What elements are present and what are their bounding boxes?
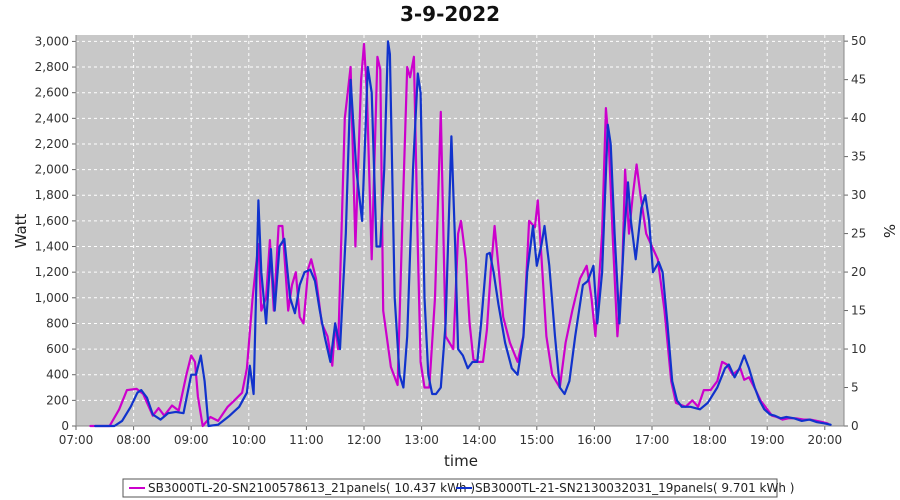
y-tick-label: 2,400	[35, 111, 69, 125]
series-lines	[89, 40, 832, 428]
y2-tick-label: 5	[851, 381, 859, 395]
x-tick-label: 09:00	[174, 433, 209, 447]
y2-tick-label: 40	[851, 111, 866, 125]
y-tick-label: 400	[46, 368, 69, 382]
legend-box	[122, 478, 778, 498]
x-tick-label: 11:00	[289, 433, 324, 447]
y2-tick-label: 35	[851, 150, 866, 164]
y-tick-label: 2,200	[35, 137, 69, 151]
series-line-2	[94, 40, 832, 428]
y-tick-label: 1,200	[35, 265, 69, 279]
x-tick-label: 20:00	[808, 433, 843, 447]
plot-area	[76, 35, 844, 426]
legend: SB3000TL-20-SN2100578613_21panels( 10.43…	[122, 478, 794, 498]
y-tick-label: 2,600	[35, 86, 69, 100]
y2-tick-label: 45	[851, 73, 866, 87]
chart-title: 3-9-2022	[400, 2, 500, 26]
x-tick-label: 16:00	[577, 433, 612, 447]
x-tick-label: 19:00	[750, 433, 785, 447]
y-tick-label: 200	[46, 393, 69, 407]
y-tick-label: 1,800	[35, 188, 69, 202]
y-tick-label: 3,000	[35, 34, 69, 48]
y-tick-label: 0	[61, 419, 69, 433]
y-tick-label: 800	[46, 316, 69, 330]
y2-tick-label: 25	[851, 227, 866, 241]
x-axis-title: time	[444, 452, 478, 470]
legend-label-series-1: SB3000TL-20-SN2100578613_21panels( 10.43…	[148, 481, 475, 495]
x-tick-label: 18:00	[692, 433, 727, 447]
x-tick-label: 12:00	[347, 433, 382, 447]
y-tick-label: 2,000	[35, 163, 69, 177]
x-tick-label: 07:00	[59, 433, 94, 447]
y2-axis-title: %	[880, 224, 898, 238]
x-tick-label: 15:00	[520, 433, 555, 447]
x-tick-label: 08:00	[116, 433, 151, 447]
legend-label-series-2: SB3000TL-21-SN2130032031_19panels( 9.701…	[475, 481, 794, 495]
y-tick-label: 600	[46, 342, 69, 356]
y2-tick-label: 20	[851, 265, 866, 279]
x-tick-label: 10:00	[232, 433, 267, 447]
y2-tick-label: 50	[851, 34, 866, 48]
x-tick-label: 17:00	[635, 433, 670, 447]
y2-tick-label: 15	[851, 304, 866, 318]
y2-tick-label: 30	[851, 188, 866, 202]
y-tick-label: 2,800	[35, 60, 69, 74]
y-tick-label: 1,000	[35, 291, 69, 305]
x-tick-label: 13:00	[404, 433, 439, 447]
y2-tick-label: 0	[851, 419, 859, 433]
y-tick-label: 1,600	[35, 214, 69, 228]
x-tick-label: 14:00	[462, 433, 497, 447]
axes: 02004006008001,0001,2001,4001,6001,8002,…	[35, 34, 867, 447]
y2-tick-label: 10	[851, 342, 866, 356]
y-axis-title: Watt	[12, 213, 30, 248]
y-tick-label: 1,400	[35, 240, 69, 254]
